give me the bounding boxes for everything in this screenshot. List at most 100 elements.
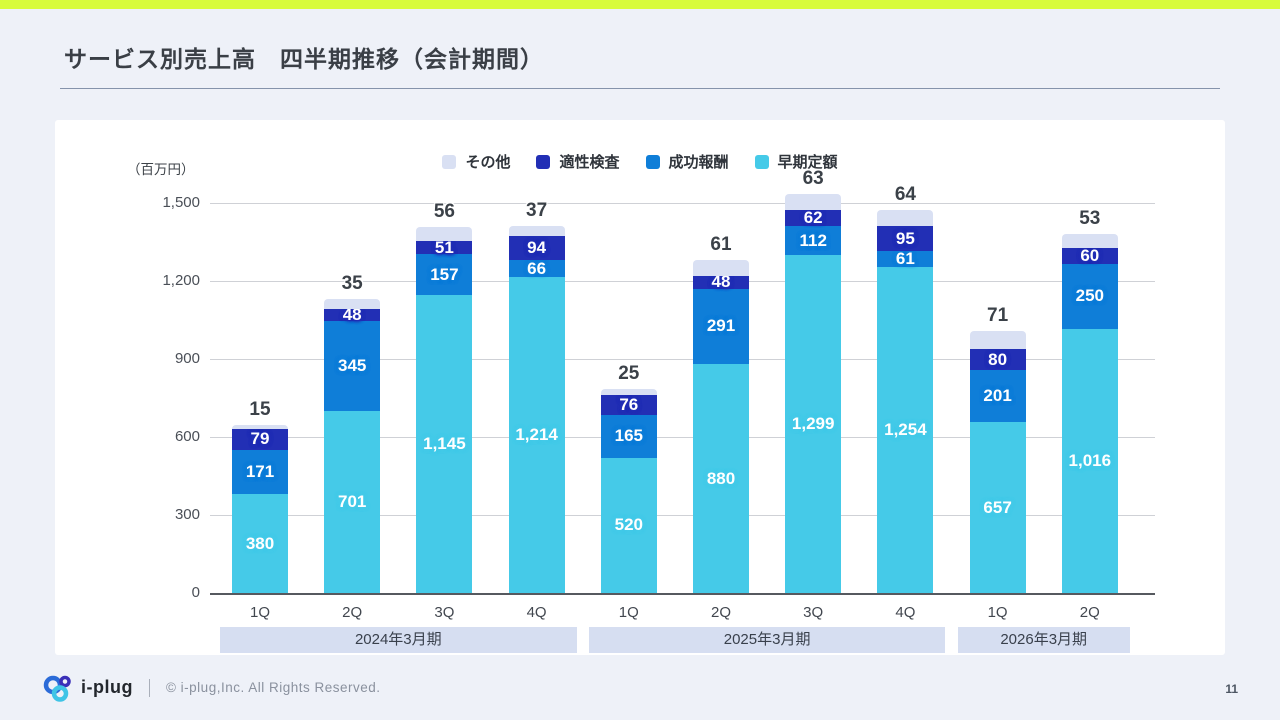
x-axis-tick-label: 2Q [1079, 604, 1100, 621]
bar-segment [1061, 328, 1118, 593]
bar-segment [693, 260, 749, 277]
bar-segment-value: 62 [803, 208, 823, 228]
bar-segment-value: 80 [988, 349, 1008, 369]
bar-segment [693, 364, 749, 593]
gridline [210, 203, 1155, 204]
y-axis-tick-label: 0 [191, 584, 200, 601]
legend-label: 適性検査 [559, 154, 620, 171]
bar-segment [324, 308, 381, 322]
bar-segment-value: 1,016 [1068, 450, 1112, 470]
bar-segment [232, 494, 288, 593]
bar-segment [232, 449, 288, 495]
y-axis-tick-label: 600 [174, 428, 200, 445]
bar-segment-value: 250 [1075, 286, 1104, 306]
bar-segment-value: 165 [614, 426, 643, 446]
bar-segment [969, 330, 1026, 350]
bar-segment [969, 369, 1026, 423]
x-axis-tick-label: 1Q [987, 604, 1008, 621]
bar-segment [508, 260, 565, 278]
bar-segment-value: 520 [614, 515, 643, 535]
chart-plot-area: 0 300 600 900 1,200 1,500 380 171 79 15 1Q 701 345 48… [55, 120, 1225, 655]
i-plug-logo-icon [43, 675, 71, 702]
bar-segment [969, 349, 1026, 370]
bar-total-label: 35 [341, 273, 363, 295]
bar-segment-value: 380 [245, 533, 275, 553]
bar-segment-value: 61 [895, 249, 915, 269]
x-axis-tick-label: 4Q [526, 604, 547, 621]
bar-segment-value: 657 [983, 497, 1012, 517]
bar-segment [969, 422, 1026, 593]
bar-segment [1061, 234, 1118, 249]
legend-item: 適性検査 [536, 151, 620, 172]
bar-segment [785, 226, 842, 256]
bar-segment [416, 254, 473, 296]
bar-segment [324, 299, 381, 309]
legend-label: その他 [465, 154, 511, 171]
bar-segment [600, 388, 657, 396]
bar-segment [877, 226, 934, 252]
bar-segment-value: 1,214 [515, 425, 558, 445]
bar-segment [324, 321, 381, 411]
bar-segment-value: 345 [338, 355, 367, 375]
bar-segment-value: 79 [250, 429, 270, 449]
x-axis-tick-label: 1Q [618, 604, 639, 621]
slide-footer: i-plug © i-plug,Inc. All Rights Reserved… [0, 655, 1280, 720]
legend-item: 成功報酬 [645, 151, 729, 172]
bar-segment-value: 48 [711, 272, 731, 292]
legend-item: その他 [442, 151, 510, 172]
period-band: 2025年3月期 [588, 627, 946, 653]
chart-card: （百万円） その他 適性検査 成功報酬 早期定額 0 300 600 900 1,200 1,5… [55, 120, 1225, 655]
bar-total-label: 63 [802, 167, 824, 189]
bar-segment-value: 66 [527, 258, 547, 278]
logo-wordmark: i-plug [81, 677, 133, 697]
legend-label: 成功報酬 [668, 154, 729, 171]
bar-segment [508, 226, 565, 236]
bar-segment [785, 255, 842, 593]
y-axis-tick-label: 1,200 [162, 272, 200, 289]
y-axis-tick-label: 1,500 [162, 194, 200, 211]
top-accent-strip [0, 0, 1280, 9]
bar-segment-value: 51 [434, 237, 454, 257]
gridline [210, 437, 1155, 438]
x-axis-line [210, 593, 1155, 595]
bar-segment-value: 95 [895, 228, 915, 248]
bar-segment-value: 157 [430, 264, 459, 284]
bar-segment [416, 226, 473, 242]
page-title: サービス別売上高 四半期推移（会計期間） [64, 46, 544, 72]
bar-segment-value: 701 [338, 491, 367, 511]
bar-segment-value: 201 [983, 386, 1012, 406]
title-divider [60, 88, 1220, 89]
chart-legend: その他 適性検査 成功報酬 早期定額 [55, 151, 1225, 172]
bar-segment [877, 209, 934, 227]
bar-segment [508, 277, 565, 593]
bar-segment [600, 395, 657, 415]
gridline [210, 281, 1155, 282]
x-axis-tick-label: 3Q [434, 604, 455, 621]
x-axis-tick-label: 2Q [342, 604, 363, 621]
bar-segment-value: 112 [799, 230, 827, 250]
bar-total-label: 25 [618, 362, 640, 384]
bar-total-label: 15 [249, 399, 271, 421]
bar-total-label: 71 [987, 304, 1009, 326]
bar-segment-value: 76 [619, 395, 639, 415]
bar-segment [785, 193, 842, 210]
legend-label: 早期定額 [777, 154, 838, 171]
bar-segment [693, 288, 749, 365]
bar-segment [232, 429, 288, 450]
footer-divider [148, 678, 150, 697]
bar-segment-value: 1,145 [423, 434, 466, 454]
bar-segment-value: 48 [342, 304, 362, 324]
bar-segment [600, 414, 657, 458]
bar-segment [785, 210, 842, 227]
bar-segment [877, 266, 934, 593]
bar-total-label: 53 [1079, 208, 1101, 230]
period-band: 2026年3月期 [957, 627, 1130, 653]
legend-swatch-icon [442, 154, 457, 169]
legend-swatch-icon [645, 154, 660, 169]
i-plug-logo: i-plug [42, 674, 133, 702]
y-axis-tick-label: 900 [174, 350, 200, 367]
bar-segment-value: 1,254 [884, 419, 927, 439]
bar-total-label: 61 [710, 234, 732, 256]
x-axis-tick-label: 1Q [249, 604, 270, 621]
legend-item: 早期定額 [754, 151, 838, 172]
